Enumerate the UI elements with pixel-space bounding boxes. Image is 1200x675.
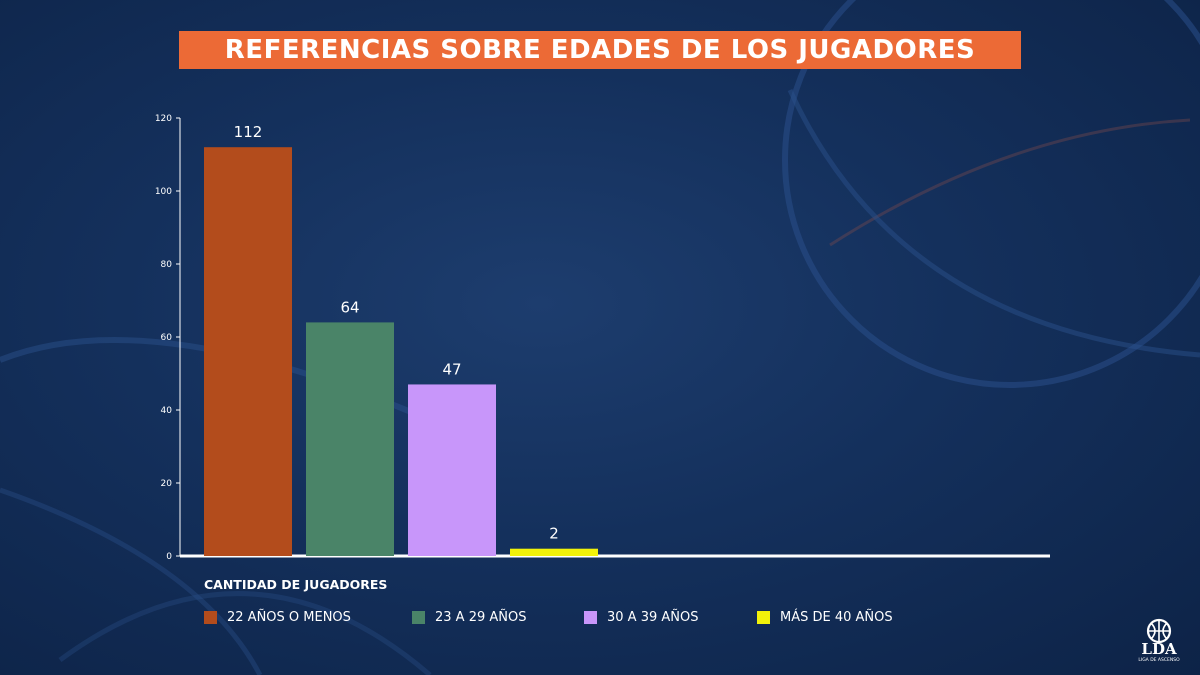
y-tick-label: 100 [155, 187, 172, 197]
bar [306, 322, 394, 556]
legend-label: MÁS DE 40 AÑOS [780, 610, 893, 625]
basketball-icon [1146, 618, 1172, 644]
legend-item: 22 AÑOS O MENOS [204, 610, 351, 625]
logo-subtitle: LIGA DE ASCENSO [1138, 658, 1180, 663]
title-banner: REFERENCIAS SOBRE EDADES DE LOS JUGADORE… [179, 31, 1021, 69]
logo-text: LDA [1141, 640, 1177, 658]
legend-swatch [204, 611, 217, 624]
legend-item: 23 A 29 AÑOS [412, 610, 526, 625]
legend-label: 30 A 39 AÑOS [607, 610, 699, 625]
legend-swatch [584, 611, 597, 624]
legend-label: 23 A 29 AÑOS [435, 610, 527, 625]
data-label: 47 [442, 360, 461, 378]
legend: 22 AÑOS O MENOS 23 A 29 AÑOS 30 A 39 AÑOS M… [0, 610, 1200, 630]
legend-swatch [412, 611, 425, 624]
bar [510, 548, 598, 556]
chart-title: REFERENCIAS SOBRE EDADES DE LOS JUGADORE… [224, 35, 976, 65]
legend-item: MÁS DE 40 AÑOS [757, 610, 893, 625]
y-tick-label: 40 [161, 406, 173, 416]
y-tick-label: 80 [161, 260, 173, 270]
y-tick-label: 0 [166, 552, 172, 562]
y-tick-label: 120 [155, 114, 172, 124]
bar [408, 384, 496, 556]
data-label: 112 [234, 123, 263, 141]
x-axis-label: CANTIDAD DE JUGADORES [204, 577, 388, 592]
legend-item: 30 A 39 AÑOS [584, 610, 698, 625]
data-label: 64 [340, 298, 359, 316]
y-tick-label: 60 [161, 333, 173, 343]
y-tick-label: 20 [161, 479, 173, 489]
data-label: 2 [549, 525, 559, 543]
legend-label: 22 AÑOS O MENOS [227, 610, 351, 625]
legend-swatch [757, 611, 770, 624]
lda-logo: LDA LIGA DE ASCENSO [1134, 614, 1184, 664]
bar [204, 147, 292, 556]
